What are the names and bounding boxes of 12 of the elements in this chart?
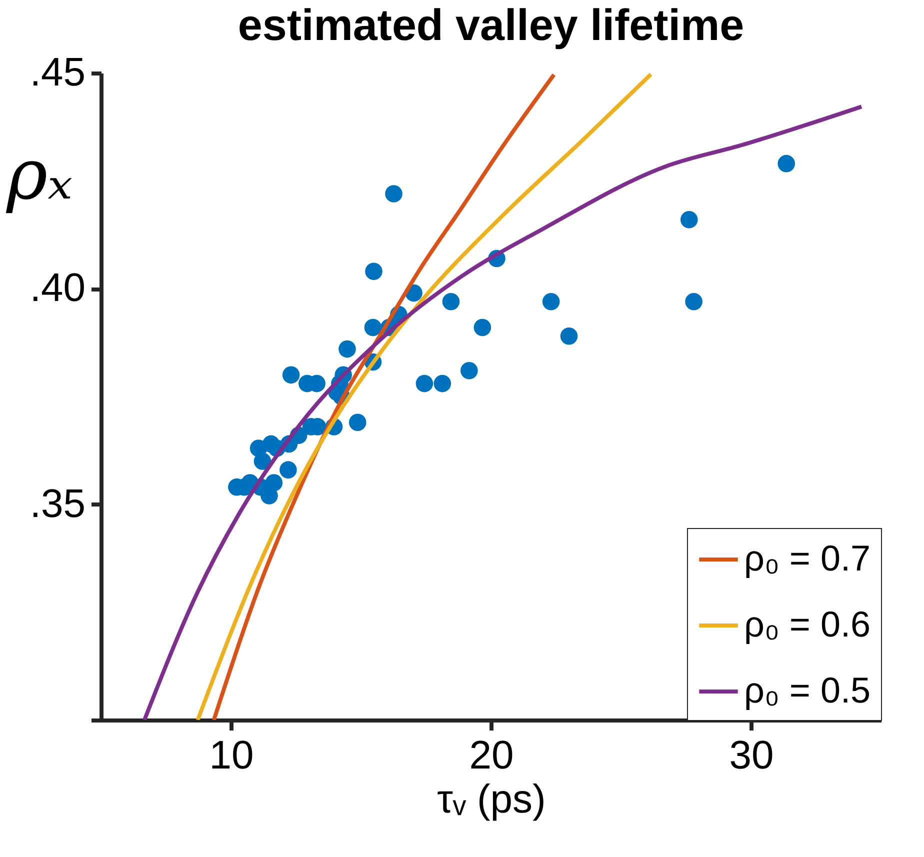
x-tick-label: 20 bbox=[469, 734, 514, 778]
legend-label: ρ₀ = 0.5 bbox=[744, 670, 870, 710]
y-axis-title: ρₓ bbox=[5, 134, 73, 216]
y-tick-label: .45 bbox=[30, 50, 86, 94]
x-tick-label: 30 bbox=[729, 734, 774, 778]
chart-title: estimated valley lifetime bbox=[238, 1, 744, 50]
legend-label: ρ₀ = 0.7 bbox=[744, 538, 870, 578]
y-tick-label: .35 bbox=[30, 482, 86, 526]
x-tick-label: 10 bbox=[209, 734, 254, 778]
x-axis-title: τᵥ (ps) bbox=[437, 778, 546, 822]
y-tick-label: .40 bbox=[30, 266, 86, 310]
legend-label: ρ₀ = 0.6 bbox=[744, 604, 870, 644]
